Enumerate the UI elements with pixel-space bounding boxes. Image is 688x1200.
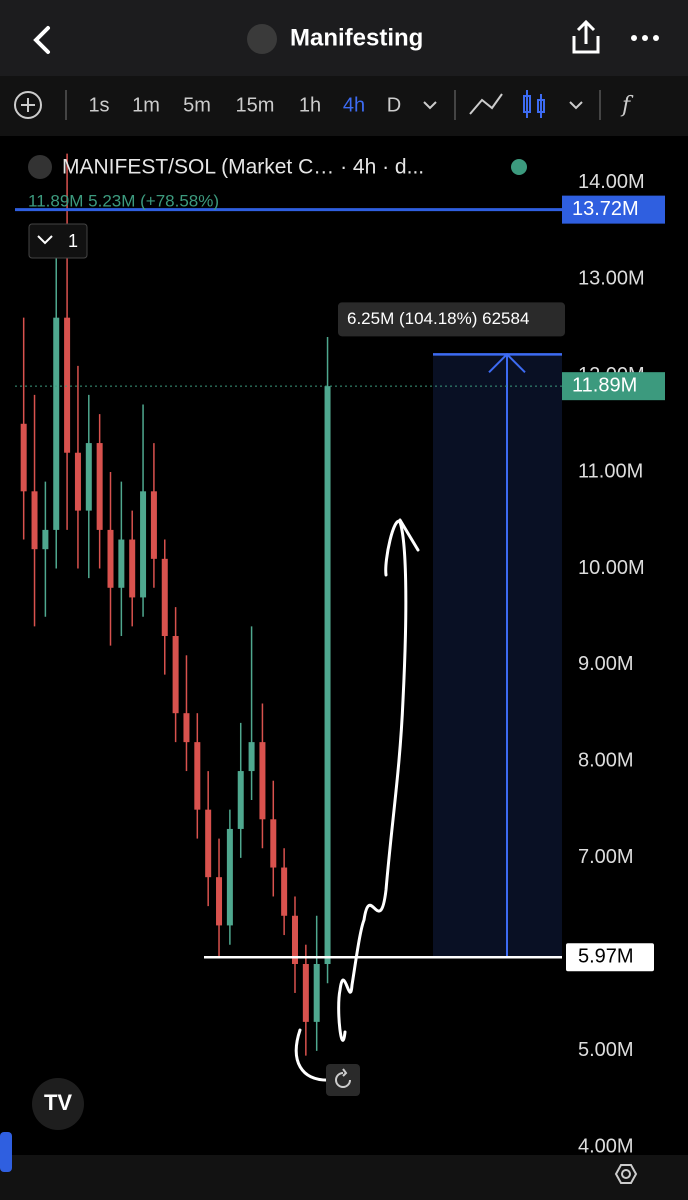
indicator-count: 1 (68, 231, 78, 251)
toolbar-separator (65, 90, 601, 120)
candle-body (205, 809, 212, 878)
candle-body (53, 317, 60, 530)
interval-button[interactable]: 15m (236, 94, 275, 116)
current-price-box (562, 372, 665, 401)
chart-type[interactable] (523, 90, 545, 118)
candle-body (172, 636, 179, 714)
candle-body (281, 867, 288, 916)
support-label: 5.97M (578, 946, 634, 968)
chart-type-menu[interactable] (569, 101, 583, 110)
interval-button[interactable]: 1m (132, 94, 160, 116)
interval-button[interactable]: 4h (343, 94, 365, 116)
candle-body (313, 963, 320, 1022)
candle-body (107, 529, 114, 588)
candle-body (248, 742, 255, 772)
candle-body (291, 915, 298, 964)
indicator-chevron (37, 235, 53, 245)
add-icon (21, 98, 35, 112)
candle-body (85, 443, 92, 511)
candle-body (183, 713, 190, 743)
y-tick-label: 7.00M (578, 846, 634, 868)
candle-body (64, 317, 71, 453)
chart-area (14, 142, 688, 1154)
candle-body (194, 742, 201, 810)
ohlc-summary: 11.89M 5.23M (+78.58%) (28, 191, 219, 210)
measure-box (433, 354, 562, 958)
live-dot (511, 159, 527, 175)
y-tick-label: 9.00M (578, 653, 634, 675)
interval-button[interactable]: 5m (183, 94, 211, 116)
side-handle[interactable] (0, 1132, 12, 1172)
measure-label-box (338, 302, 565, 337)
add-button[interactable] (14, 91, 42, 119)
more-button[interactable] (631, 35, 659, 41)
reset-icon (335, 1068, 351, 1088)
indicator-toggle[interactable] (28, 223, 88, 259)
candle-body (216, 877, 223, 926)
support-label-box (566, 943, 654, 972)
candle-body (20, 423, 27, 492)
back-button[interactable] (33, 26, 50, 54)
candle-body (31, 491, 38, 550)
candle-body (259, 742, 266, 820)
y-tick-label: 11.00M (578, 460, 643, 482)
header-title: Manifesting (290, 24, 423, 51)
drawing-tool[interactable] (469, 93, 503, 115)
measure-arrow (488, 352, 526, 958)
candle-body (237, 771, 244, 829)
symbol-title: MANIFEST/SOL (Market C… · 4h · d... (62, 156, 424, 179)
price-label-box (562, 195, 665, 224)
tv-logo-mark: TV (44, 1090, 72, 1115)
candle-body (74, 452, 81, 511)
candle-body (118, 539, 125, 588)
settings-button[interactable] (614, 1164, 638, 1184)
y-tick-label: 14.00M (578, 171, 645, 193)
y-tick-label: 10.00M (578, 557, 645, 579)
hand-drawn-arrow (294, 518, 420, 1082)
interval-button[interactable]: 1h (299, 94, 321, 116)
candle-body (270, 819, 277, 868)
avatar (247, 24, 277, 54)
reset-button[interactable] (326, 1064, 360, 1096)
share-button[interactable] (572, 19, 600, 54)
candle-body (150, 491, 157, 559)
y-tick-label: 8.00M (578, 750, 634, 772)
candle-body (42, 529, 49, 550)
symbol-avatar (28, 155, 52, 179)
y-tick-label: 13.00M (578, 267, 645, 289)
candle-body (96, 443, 103, 530)
current-price-label: 11.89M (572, 374, 637, 396)
interval-menu[interactable] (423, 101, 437, 110)
candle-body (140, 491, 147, 598)
candle-body (302, 963, 309, 1022)
measure-label: 6.25M (104.18%) 62584 (347, 309, 529, 328)
tv-logo[interactable] (32, 1078, 84, 1130)
interval-button[interactable]: D (387, 94, 401, 116)
candle-body (161, 558, 168, 637)
time-axis-bar (0, 1155, 688, 1200)
y-tick-label: 5.00M (578, 1039, 634, 1061)
price-label: 13.72M (572, 198, 639, 220)
y-tick-label: 4.00M (578, 1136, 634, 1158)
interval-button[interactable]: 1s (88, 94, 109, 116)
candle-body (129, 539, 136, 598)
candle-body (226, 828, 233, 926)
candle-body (324, 386, 331, 964)
